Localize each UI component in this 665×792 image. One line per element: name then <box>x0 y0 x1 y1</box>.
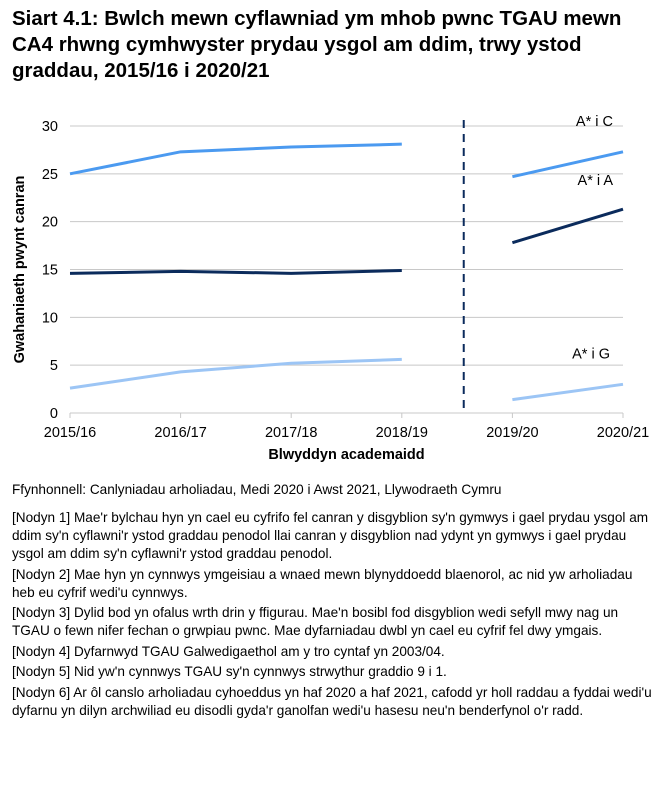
y-tick-label: 25 <box>42 167 58 183</box>
series-line-1-before <box>69 268 402 275</box>
x-tick-label: 2018/19 <box>376 425 428 441</box>
x-tick-label: 2019/20 <box>486 425 538 441</box>
series-label: A* i G <box>572 346 610 362</box>
x-tick-label: 2017/18 <box>265 425 317 441</box>
series-line-2-after <box>512 382 624 402</box>
series-line-1-after <box>511 207 624 245</box>
source-text: Ffynhonnell: Canlyniadau arholiadau, Med… <box>12 482 502 497</box>
series-label: A* i A <box>578 173 614 189</box>
note-1: [Nodyn 1] Mae'r bylchau hyn yn cael eu c… <box>12 510 649 561</box>
note-4: [Nodyn 4] Dyfarnwyd TGAU Galwedigaethol … <box>12 643 445 659</box>
x-tick-label: 2020/21 <box>597 425 649 441</box>
x-tick-label: 2016/17 <box>154 425 206 441</box>
y-tick-label: 30 <box>42 119 58 135</box>
note-5: [Nodyn 5] Nid yw'n cynnwys TGAU sy'n cyn… <box>12 664 447 679</box>
y-tick-label: 20 <box>42 215 58 231</box>
notes-section: Ffynhonnell: Canlyniadau arholiadau, Med… <box>12 481 657 722</box>
note-3: [Nodyn 3] Dylid bod yn ofalus wrth drin … <box>12 605 619 638</box>
series-label: A* i C <box>576 114 613 130</box>
y-tick-label: 5 <box>50 358 58 374</box>
line-chart: 0 5 10 15 20 25 30 2015/16 2016/17 2017/18 2018/19… <box>12 114 649 463</box>
y-tick-label: 15 <box>42 263 58 279</box>
chart-title: Siart 4.1: Bwlch mewn cyflawniad ym mhob… <box>12 7 622 82</box>
series-line-2-before <box>69 357 402 390</box>
note-6: [Nodyn 6] Ar ôl canslo arholiadau cyhoed… <box>12 684 652 718</box>
y-tick-label: 10 <box>42 310 58 326</box>
y-axis-title: Gwahaniaeth pwynt canran <box>12 176 28 364</box>
x-axis-title: Blwyddyn academaidd <box>268 447 424 463</box>
y-tick-label: 0 <box>50 406 58 422</box>
note-2: [Nodyn 2] Mae hyn yn cynnwys ymgeisiau a… <box>12 566 633 600</box>
series-line-0-before <box>69 142 402 176</box>
x-tick-label: 2015/16 <box>44 425 96 441</box>
series-line-0-after <box>512 150 624 179</box>
